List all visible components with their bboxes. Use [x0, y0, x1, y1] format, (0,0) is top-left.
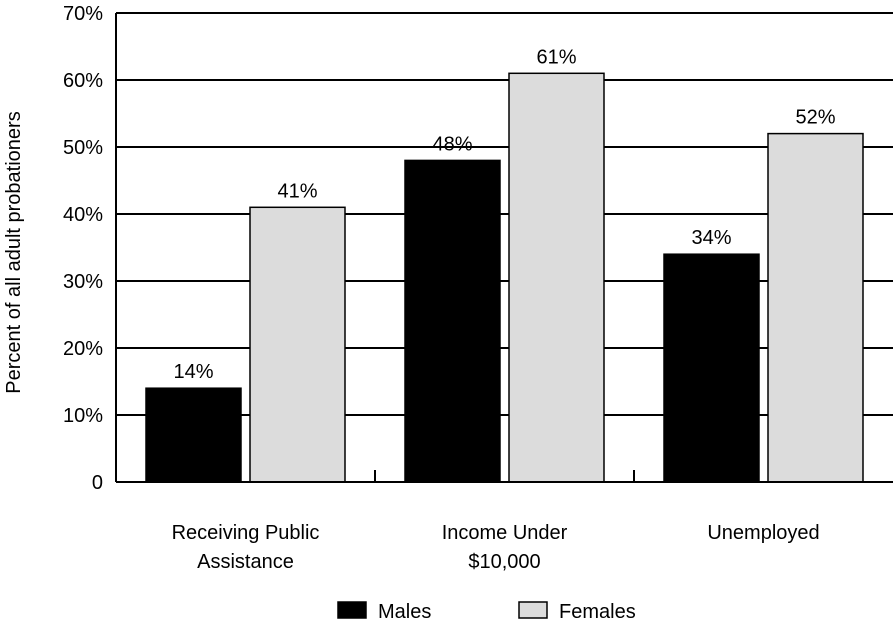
legend: Males Females — [337, 601, 636, 623]
category-label: Income Under — [442, 522, 568, 544]
bar-females — [508, 72, 605, 483]
category-label: Receiving Public — [172, 522, 320, 544]
data-label: 41% — [277, 180, 317, 202]
y-tick-label: 0 — [92, 472, 103, 494]
y-axis-label: Percent of all adult probationers — [3, 111, 25, 393]
data-label: 34% — [691, 227, 731, 249]
bar-males — [404, 159, 501, 483]
category-labels: Receiving Public Assistance Income Under $1… — [172, 522, 820, 573]
y-tick-label: 40% — [63, 204, 103, 226]
y-tick-label: 50% — [63, 137, 103, 159]
y-tick-label: 60% — [63, 70, 103, 92]
data-label: 14% — [173, 361, 213, 383]
bar-males — [663, 253, 760, 483]
legend-swatch-females — [518, 601, 548, 619]
bar-females — [249, 206, 346, 483]
category-label: Assistance — [197, 551, 294, 573]
gridlines — [115, 12, 893, 482]
category-label: Unemployed — [707, 522, 819, 544]
data-label: 61% — [536, 46, 576, 68]
y-tick-labels: 0 10% 20% 30% 40% 50% 60% 70% — [63, 3, 103, 494]
data-labels: 14% 41% 48% 61% 34% 52% — [173, 46, 835, 383]
bar-males — [145, 387, 242, 483]
bars — [145, 72, 864, 483]
legend-swatch-males — [337, 601, 367, 619]
x-axis-ticks — [374, 470, 635, 482]
category-label: $10,000 — [468, 551, 540, 573]
legend-label-females: Females — [559, 601, 636, 623]
data-label: 52% — [795, 107, 835, 129]
y-tick-label: 10% — [63, 405, 103, 427]
legend-label-males: Males — [378, 601, 431, 623]
y-tick-label: 20% — [63, 338, 103, 360]
y-tick-label: 70% — [63, 3, 103, 25]
bar-females — [767, 132, 864, 483]
data-label: 48% — [432, 133, 472, 155]
y-tick-label: 30% — [63, 271, 103, 293]
